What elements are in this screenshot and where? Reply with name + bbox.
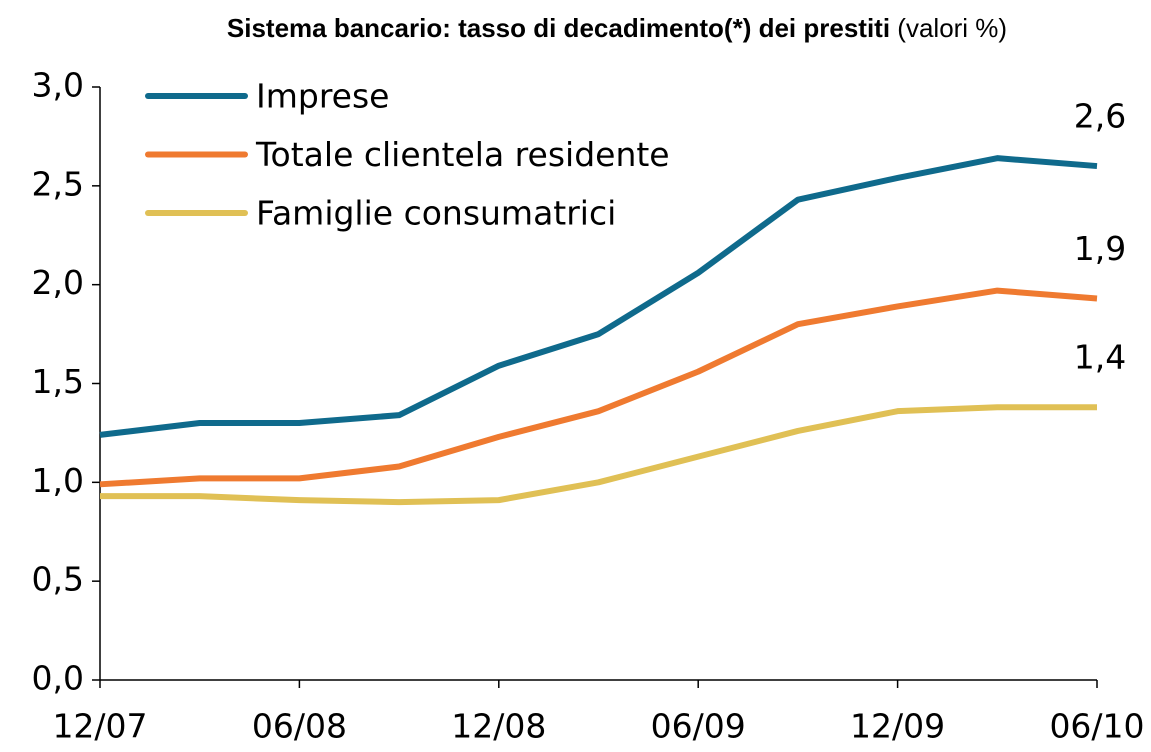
x-tick-label: 12/08 — [451, 707, 546, 746]
x-tick-label: 12/07 — [52, 707, 147, 746]
y-tick-label: 0,5 — [32, 560, 84, 599]
y-tick-label: 1,5 — [32, 362, 84, 401]
data-label: 2,6 — [1074, 97, 1126, 136]
legend-label: Imprese — [256, 77, 389, 116]
y-tick-label: 3,0 — [32, 66, 84, 105]
series-line — [99, 287, 1098, 488]
series-line — [100, 404, 1097, 506]
legend-label: Famiglie consumatrici — [256, 194, 616, 233]
x-tick-label: 06/08 — [252, 707, 347, 746]
data-label: 1,4 — [1074, 338, 1126, 377]
y-tick-label: 2,5 — [32, 164, 84, 203]
x-tick-label: 12/09 — [850, 707, 945, 746]
legend-label: Totale clientela residente — [255, 135, 670, 174]
chart-title-group: Sistema bancario: tasso di decadimento(*… — [227, 13, 1007, 43]
series-line — [99, 155, 1098, 438]
y-tick-label: 2,0 — [32, 263, 84, 302]
y-tick-label: 1,0 — [32, 461, 84, 500]
x-tick-label: 06/10 — [1049, 707, 1144, 746]
chart-title: Sistema bancario: tasso di decadimento(*… — [227, 13, 890, 43]
y-tick-label: 0,0 — [32, 659, 84, 698]
data-label: 1,9 — [1074, 229, 1126, 268]
x-tick-label: 06/09 — [651, 707, 746, 746]
chart-subtitle: (valori %) — [897, 13, 1007, 43]
